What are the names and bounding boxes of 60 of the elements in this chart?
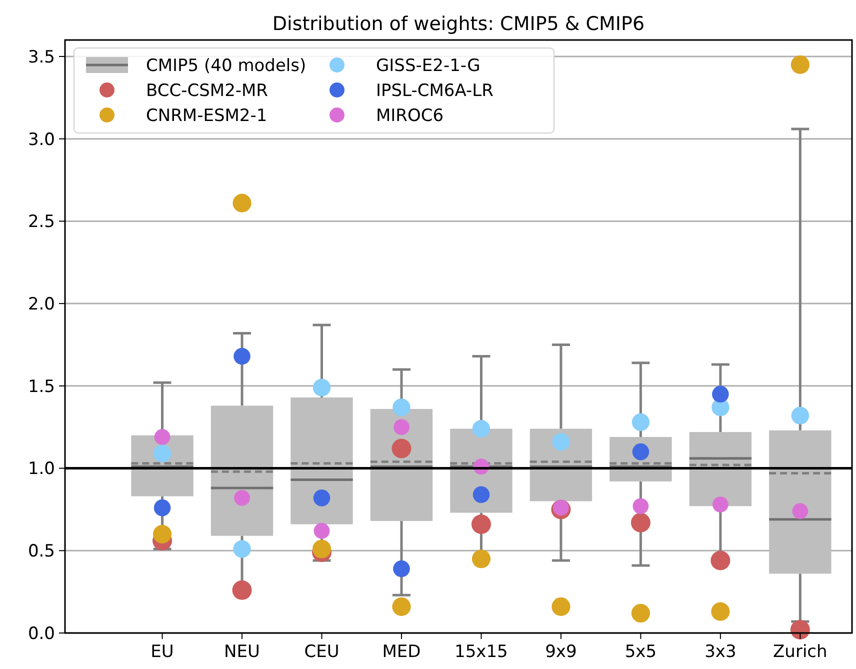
point xyxy=(791,406,810,424)
y-tick-label: 0.5 xyxy=(28,542,55,562)
x-tick-label: Zurich xyxy=(773,642,828,662)
point xyxy=(471,514,491,534)
point xyxy=(312,378,331,396)
x-tick-label: 5x5 xyxy=(624,642,657,662)
point xyxy=(232,580,252,600)
point xyxy=(472,550,491,568)
point xyxy=(394,419,410,436)
point xyxy=(552,597,570,616)
point xyxy=(552,433,570,451)
legend-label: GISS-E2-1-G xyxy=(376,56,480,76)
point xyxy=(393,560,410,578)
point xyxy=(313,490,330,506)
point xyxy=(314,522,330,539)
legend-label: BCC-CSM2-MR xyxy=(146,80,268,101)
point xyxy=(632,413,650,432)
point xyxy=(792,503,808,520)
x-tick-label: NEU xyxy=(224,642,260,662)
point xyxy=(154,429,170,445)
point xyxy=(790,55,810,74)
point xyxy=(232,194,252,212)
point xyxy=(712,386,729,403)
point xyxy=(153,444,172,462)
point xyxy=(790,620,810,640)
y-tick-label: 2.0 xyxy=(28,294,55,315)
point xyxy=(392,438,412,458)
point xyxy=(472,420,490,438)
x-tick-label: CEU xyxy=(304,642,340,662)
legend-label: CMIP5 (40 models) xyxy=(146,56,306,76)
legend-label: MIROC6 xyxy=(376,106,444,126)
point xyxy=(392,597,411,616)
point xyxy=(234,490,250,506)
point xyxy=(712,496,728,512)
y-tick-label: 1.0 xyxy=(28,459,55,480)
x-tick-label: MED xyxy=(382,642,421,662)
x-tick-label: 3x3 xyxy=(704,642,736,662)
x-tick-label: 9x9 xyxy=(545,642,577,662)
chart-title: Distribution of weights: CMIP5 & CMIP6 xyxy=(272,13,645,35)
y-tick-label: 2.5 xyxy=(28,212,55,232)
point xyxy=(710,550,730,570)
point xyxy=(312,540,332,558)
point xyxy=(234,348,250,365)
point xyxy=(632,498,649,514)
legend-label: IPSL-CM6A-LR xyxy=(376,80,494,101)
y-tick-label: 0.0 xyxy=(28,624,55,644)
legend-label: CNRM-ESM2-1 xyxy=(146,106,268,126)
x-tick-label: 15x15 xyxy=(454,642,508,662)
y-tick-label: 1.5 xyxy=(28,376,55,397)
point xyxy=(392,398,410,416)
point xyxy=(152,524,172,544)
y-tick-label: 3.5 xyxy=(28,47,55,68)
y-tick-label: 3.0 xyxy=(28,130,55,150)
point xyxy=(472,486,490,504)
x-tick-label: EU xyxy=(150,642,174,662)
point xyxy=(233,540,251,558)
point xyxy=(630,512,650,532)
point xyxy=(154,499,171,516)
point xyxy=(631,604,650,623)
point xyxy=(711,602,730,621)
